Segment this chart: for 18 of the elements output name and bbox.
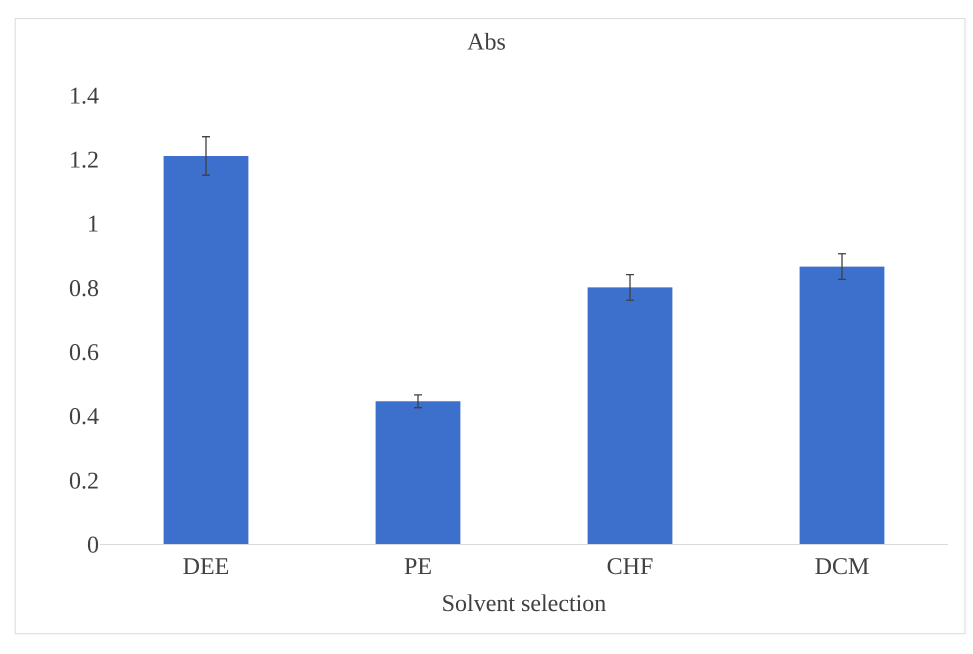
y-tick-label: 0.4 [69,404,99,430]
chart-title: Abs [467,30,506,56]
y-tick-label: 1 [87,212,99,238]
bar [376,401,460,544]
y-tick-label: 0 [87,532,99,558]
y-tick-label: 0.2 [69,468,99,494]
x-tick-label: DCM [814,554,870,580]
bar [800,266,884,544]
bar [588,287,672,544]
y-tick-label: 1.2 [69,148,99,174]
x-tick-label: PE [404,554,432,580]
y-tick-label: 0.8 [69,276,99,302]
y-tick-label: 1.4 [69,83,99,110]
y-tick-label: 0.6 [69,340,99,366]
x-tick-label: CHF [606,554,654,580]
x-axis-title: Solvent selection [442,591,606,618]
bar [164,156,248,544]
x-tick-label: DEE [182,554,230,580]
